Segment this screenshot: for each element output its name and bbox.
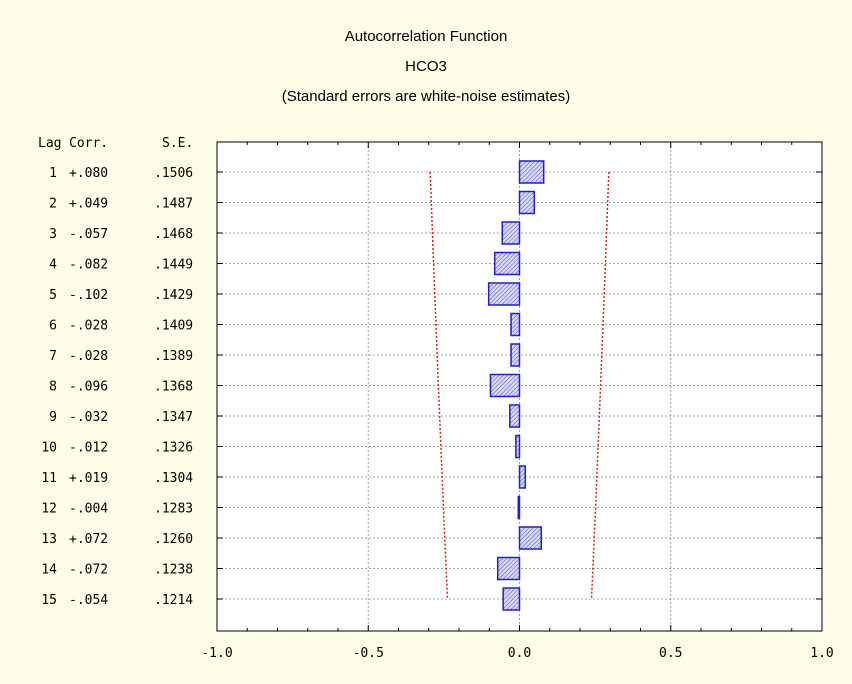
se-label: .1368	[154, 380, 193, 395]
corr-label: -.057	[69, 227, 108, 242]
se-label: .1260	[154, 532, 193, 547]
corr-label: -.012	[69, 441, 108, 456]
acf-bar	[515, 434, 521, 459]
x-tick-label: -0.5	[353, 646, 384, 661]
se-label: .1347	[154, 410, 193, 425]
x-tick-label: -1.0	[201, 646, 232, 661]
corr-label: +.019	[69, 471, 108, 486]
se-label: .1214	[154, 593, 193, 608]
se-label: .1487	[154, 197, 193, 212]
header-se: S.E.	[162, 136, 193, 151]
acf-bar	[518, 465, 526, 489]
lag-label: 14	[41, 563, 57, 578]
lag-label: 11	[41, 471, 57, 486]
lag-label: 5	[49, 288, 57, 303]
acf-bar	[489, 373, 521, 398]
lag-label: 15	[41, 593, 57, 608]
acf-bar	[510, 343, 521, 367]
lag-label: 1	[49, 166, 57, 181]
chart-title-block: Autocorrelation Function HCO3 (Standard …	[0, 22, 852, 112]
corr-label: +.080	[69, 166, 108, 181]
lag-label: 4	[49, 258, 57, 273]
se-label: .1468	[154, 227, 193, 242]
corr-label: +.072	[69, 532, 108, 547]
lag-label: 10	[41, 441, 57, 456]
lower-confidence-line	[429, 171, 449, 600]
corr-label: -.096	[69, 380, 108, 395]
upper-confidence-line	[590, 171, 610, 600]
chart-title: Autocorrelation Function	[344, 28, 508, 45]
lag-label: 2	[49, 197, 57, 212]
se-label: .1506	[154, 166, 193, 181]
chart-subtitle: HCO3	[405, 58, 447, 75]
acf-bar	[510, 312, 521, 337]
acf-bar	[518, 190, 536, 215]
lag-label: 9	[49, 410, 57, 425]
confidence-limits	[429, 171, 610, 600]
acf-bar	[517, 495, 521, 520]
se-label: .1429	[154, 288, 193, 303]
acf-bar	[496, 556, 521, 581]
acf-bar	[518, 160, 545, 184]
lag-label: 6	[49, 319, 57, 334]
se-label: .1283	[154, 502, 193, 517]
se-label: .1238	[154, 563, 193, 578]
lag-table: Lag Corr. S.E. 1 +.080 .1506 2 +.049 .1487 3 -.057…	[38, 136, 193, 608]
x-tick-label: 0.0	[508, 646, 531, 661]
se-label: .1304	[154, 471, 193, 486]
acf-bar	[487, 282, 521, 306]
acf-bar	[493, 251, 521, 276]
se-label: .1409	[154, 319, 193, 334]
chart-note: (Standard errors are white-noise estimat…	[281, 88, 571, 105]
corr-label: -.082	[69, 258, 108, 273]
se-label: .1449	[154, 258, 193, 273]
se-label: .1389	[154, 349, 193, 364]
acf-bar	[518, 526, 543, 550]
corr-label: +.049	[69, 197, 108, 212]
header-lag: Lag	[38, 136, 61, 151]
corr-label: -.032	[69, 410, 108, 425]
corr-label: -.028	[69, 349, 108, 364]
lag-label: 12	[41, 502, 57, 517]
corr-label: -.054	[69, 593, 108, 608]
corr-label: -.102	[69, 288, 108, 303]
acf-bar	[502, 587, 521, 611]
lag-label: 7	[49, 349, 57, 364]
acf-bar	[501, 221, 521, 245]
corr-label: -.028	[69, 319, 108, 334]
corr-label: -.072	[69, 563, 108, 578]
lag-label: 13	[41, 532, 57, 547]
acf-bar	[509, 404, 521, 428]
lag-label: 3	[49, 227, 57, 242]
corr-label: -.004	[69, 502, 108, 517]
x-tick-label: 0.5	[659, 646, 682, 661]
se-label: .1326	[154, 441, 193, 456]
bars-layer	[487, 160, 545, 611]
ticks-layer: -1.0 -0.5 0.0 0.5 1.0	[201, 142, 834, 661]
lag-label: 8	[49, 380, 57, 395]
x-tick-label: 1.0	[810, 646, 833, 661]
header-corr: Corr.	[69, 136, 108, 151]
